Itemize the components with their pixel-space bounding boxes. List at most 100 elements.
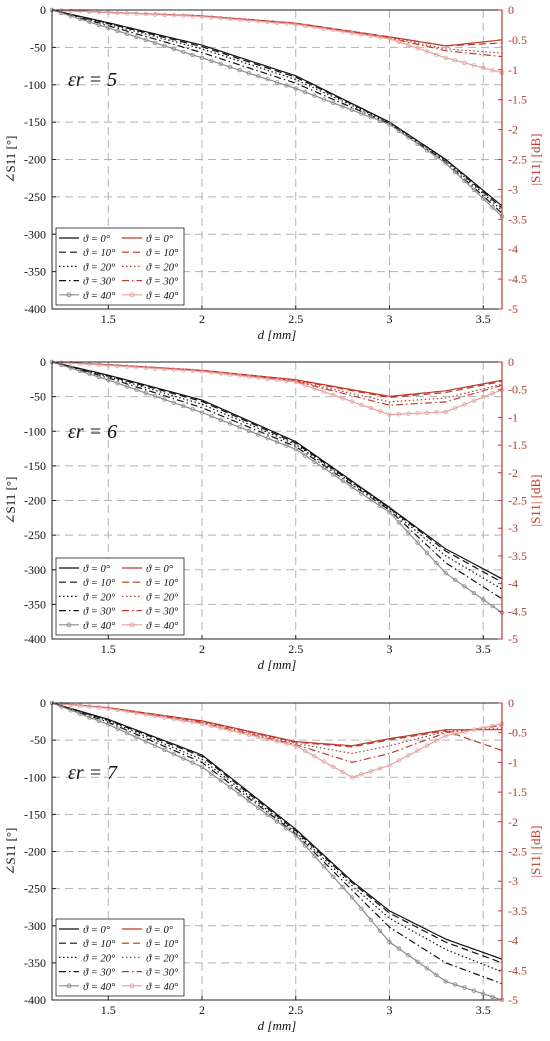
mag-marker <box>490 723 495 728</box>
y-left-axis-label: ∠S11 [°] <box>3 136 18 184</box>
legend-label: ϑ = 40° <box>146 621 179 632</box>
mag-marker <box>152 713 158 719</box>
legend-label: ϑ = 10° <box>146 939 179 950</box>
phase-marker <box>368 497 373 502</box>
legend-label: ϑ = 10° <box>146 578 179 589</box>
x-tick-label: 2.5 <box>288 1003 303 1017</box>
y-right-tick-label: -4 <box>508 577 518 591</box>
phase-marker <box>396 128 402 133</box>
mag-marker <box>321 26 327 31</box>
mag-marker <box>321 759 327 764</box>
mag-marker <box>246 374 252 379</box>
mag-marker <box>462 729 467 734</box>
mag-marker <box>349 30 355 36</box>
y-left-tick-label: -200 <box>24 153 46 167</box>
mag-marker <box>312 754 317 759</box>
phase-marker <box>359 906 364 911</box>
phase-marker <box>106 377 111 383</box>
legend-label: ϑ = 40° <box>83 291 116 302</box>
phase-marker <box>77 368 83 374</box>
mag-marker <box>134 710 139 716</box>
phase-marker <box>302 89 308 95</box>
phase-marker <box>471 988 477 993</box>
phase-marker <box>331 874 336 879</box>
phase-marker <box>77 16 83 22</box>
mag-marker <box>481 394 486 400</box>
mag-marker <box>302 23 308 28</box>
mag-marker <box>321 389 327 394</box>
mag-marker <box>284 741 289 746</box>
phase-series-4 <box>51 361 503 614</box>
mag-marker <box>340 396 345 401</box>
phase-marker <box>96 22 102 28</box>
mag-marker <box>237 373 242 378</box>
phase-marker <box>490 603 495 609</box>
y-right-tick-label: 0 <box>508 3 514 17</box>
phase-marker <box>162 397 167 402</box>
mag-marker <box>434 738 439 743</box>
legend-label: ϑ = 40° <box>83 982 116 993</box>
mag-marker <box>415 411 420 416</box>
mag-marker <box>190 720 195 725</box>
mag-marker <box>406 411 411 416</box>
y-left-tick-label: -250 <box>24 190 46 204</box>
mag-marker <box>406 42 411 48</box>
phase-marker <box>434 154 439 159</box>
phase-series-1 <box>51 9 503 209</box>
mag-marker <box>452 58 458 63</box>
legend-label: ϑ = 30° <box>83 277 116 288</box>
mag-marker <box>171 13 177 18</box>
phase-marker <box>237 67 242 73</box>
x-tick-label: 3.5 <box>476 1003 491 1017</box>
mag-marker <box>218 371 223 376</box>
phase-marker <box>190 407 195 412</box>
phase-marker <box>349 107 355 113</box>
phase-marker <box>143 739 148 744</box>
mag-marker <box>424 49 430 54</box>
phase-marker <box>181 403 186 409</box>
phase-marker <box>424 148 430 153</box>
x-tick-label: 3 <box>387 642 393 656</box>
mag-marker <box>462 402 467 407</box>
mag-marker <box>171 717 177 722</box>
phase-marker <box>124 384 130 389</box>
phase-marker <box>256 432 261 437</box>
y-left-tick-label: -300 <box>24 563 46 577</box>
mag-marker <box>199 369 205 374</box>
x-tick-label: 1.5 <box>101 1003 116 1017</box>
mag-marker <box>190 368 195 373</box>
mag-marker <box>218 15 223 21</box>
phase-marker <box>452 982 458 987</box>
phase-marker <box>481 196 486 201</box>
phase-marker <box>171 752 177 757</box>
phase-marker <box>415 141 420 146</box>
mag-marker <box>96 362 102 367</box>
legend-label: ϑ = 20° <box>83 953 116 964</box>
y-right-axis-label: |S11| [dB] <box>528 474 543 526</box>
y-left-tick-label: -150 <box>24 459 46 473</box>
mag-marker <box>265 376 270 381</box>
legend-marker <box>66 983 72 989</box>
phase-marker <box>443 160 448 166</box>
mag-marker <box>68 8 73 13</box>
phase-marker <box>152 743 158 748</box>
mag-marker <box>452 406 458 411</box>
mag-marker <box>115 10 120 15</box>
phase-marker <box>387 510 392 515</box>
legend-label: ϑ = 0° <box>83 564 111 575</box>
mag-marker <box>302 748 308 754</box>
phase-marker <box>115 726 120 731</box>
y-right-tick-label: -3.5 <box>508 904 527 918</box>
phase-marker <box>256 805 261 810</box>
mag-marker <box>265 737 270 742</box>
legend-label: ϑ = 10° <box>83 578 116 589</box>
mag-marker <box>396 412 402 417</box>
legend-box <box>55 227 185 306</box>
mag-marker <box>377 766 383 771</box>
legend-label: ϑ = 30° <box>83 607 116 618</box>
legend-label: ϑ = 10° <box>146 248 179 259</box>
mag-marker <box>162 12 167 18</box>
legend-label: ϑ = 40° <box>83 621 116 632</box>
mag-marker <box>359 402 364 407</box>
phase-marker <box>424 550 430 556</box>
